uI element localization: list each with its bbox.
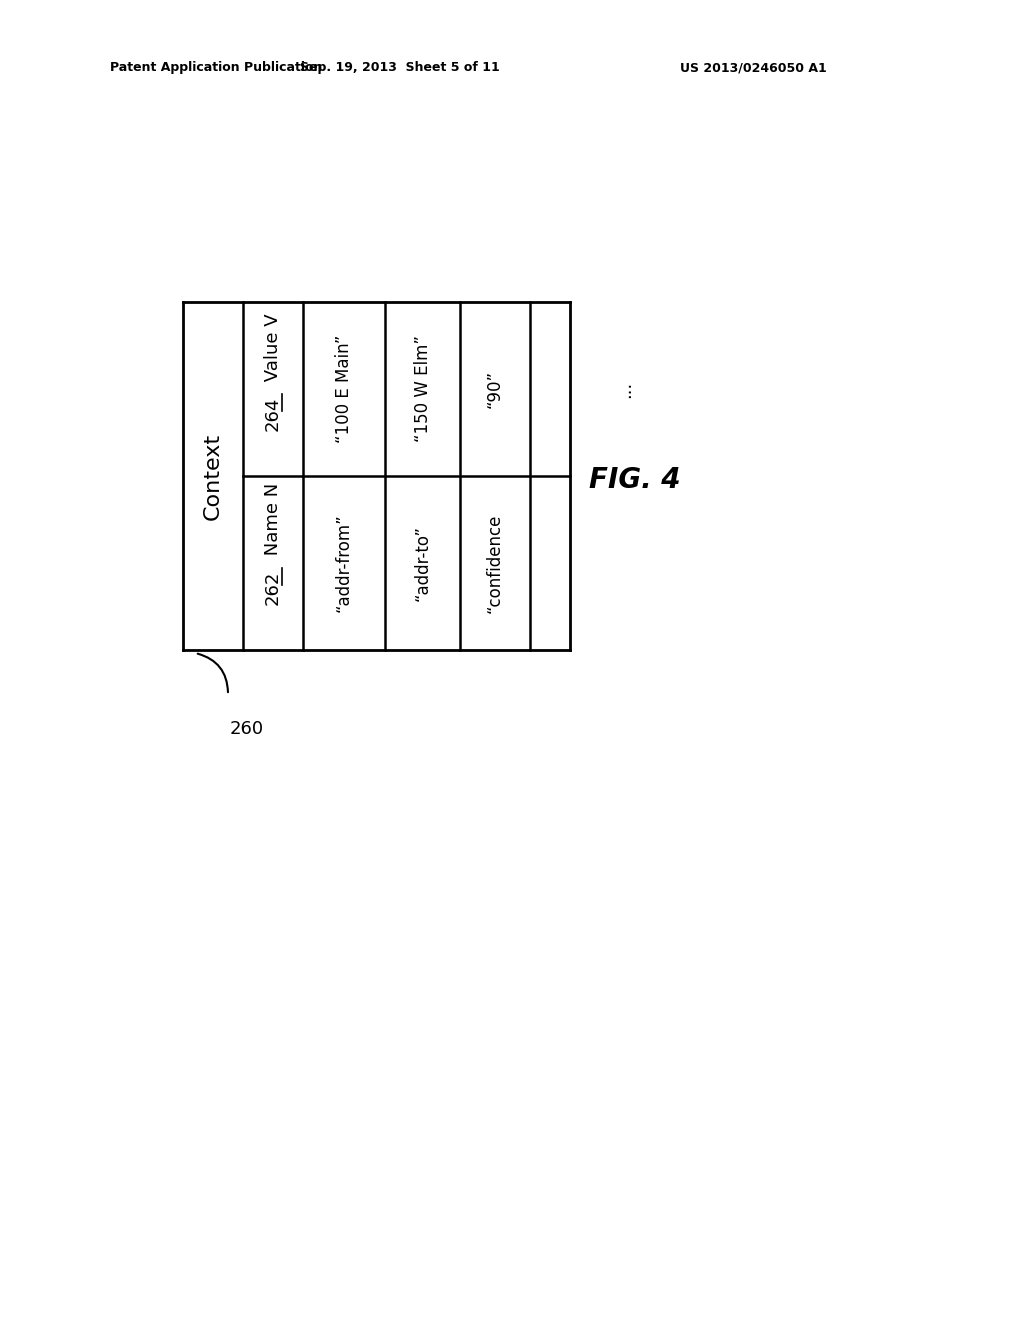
- Text: US 2013/0246050 A1: US 2013/0246050 A1: [680, 62, 826, 74]
- Text: FIG. 4: FIG. 4: [589, 466, 681, 494]
- Text: 262: 262: [264, 572, 282, 606]
- Text: “addr-from”: “addr-from”: [335, 513, 353, 612]
- Text: “confidence: “confidence: [486, 513, 504, 612]
- Text: Patent Application Publication: Patent Application Publication: [110, 62, 323, 74]
- Text: Sep. 19, 2013  Sheet 5 of 11: Sep. 19, 2013 Sheet 5 of 11: [300, 62, 500, 74]
- Text: ...: ...: [616, 380, 634, 397]
- Text: 260: 260: [230, 719, 264, 738]
- Text: “100 E Main”: “100 E Main”: [335, 335, 353, 444]
- Text: 264: 264: [264, 397, 282, 432]
- Text: Name N: Name N: [264, 483, 282, 561]
- Text: Context: Context: [203, 433, 223, 520]
- Text: Value V: Value V: [264, 313, 282, 387]
- Text: “90”: “90”: [486, 370, 504, 408]
- Text: “addr-to”: “addr-to”: [414, 525, 431, 601]
- Text: “150 W Elm”: “150 W Elm”: [414, 335, 431, 442]
